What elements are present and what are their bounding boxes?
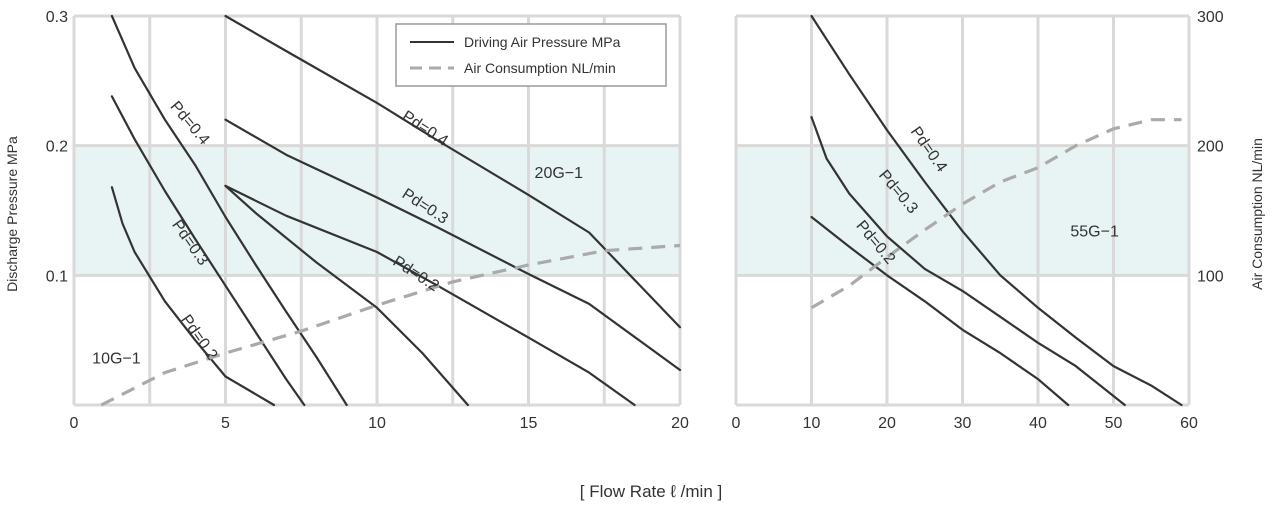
legend-item-driving-air: Driving Air Pressure MPa [464, 34, 621, 50]
x-tick-label: 10 [803, 415, 821, 432]
annotation-10g-1: 10G−1 [92, 351, 141, 368]
x-tick-label: 0 [732, 415, 741, 432]
series-line-pd-0-2 [110, 186, 276, 407]
y-tick-label: 0.2 [46, 139, 68, 156]
left-tick-labels: 0 5 10 15 20 0.1 0.2 0.3 [46, 9, 689, 432]
annotation-pd-0-4: Pd=0.4 [399, 108, 451, 150]
left-curves [100, 14, 682, 407]
y2-axis-title: Air Consumption NL/min [1249, 138, 1265, 290]
legend: Driving Air Pressure MPa Air Consumption… [395, 23, 667, 87]
x-tick-label: 50 [1105, 415, 1123, 432]
y2-tick-label: 100 [1197, 268, 1224, 285]
y-tick-label: 0.3 [46, 9, 68, 26]
x-tick-label: 5 [221, 415, 230, 432]
x-tick-label: 15 [520, 415, 538, 432]
annotation-20g-1: 20G−1 [535, 165, 584, 182]
series-line-pd-0-4 [810, 14, 1183, 407]
y-tick-label: 0.1 [46, 268, 68, 285]
annotation-55g-1: 55G−1 [1070, 223, 1119, 240]
x-tick-label: 40 [1029, 415, 1047, 432]
x-axis-title: [ Flow Rate ℓ /min ] [580, 482, 722, 501]
x-tick-label: 20 [878, 415, 896, 432]
x-tick-label: 20 [671, 415, 689, 432]
x-tick-label: 0 [70, 415, 79, 432]
series-line-pd-0-2 [224, 184, 469, 407]
y2-tick-label: 200 [1197, 139, 1224, 156]
y2-tick-label: 300 [1197, 9, 1224, 26]
x-tick-label: 30 [954, 415, 972, 432]
series-line-pd-0-3 [810, 116, 1126, 407]
legend-box [395, 23, 667, 87]
x-tick-label: 60 [1180, 415, 1198, 432]
annotation-pd-0-2: Pd=0.2 [177, 312, 220, 364]
annotation-pd-0-4: Pd=0.4 [167, 98, 213, 148]
series-line-pd-0-3 [224, 118, 682, 372]
series-line-pd-0-4 [110, 14, 348, 407]
right-curves [810, 14, 1183, 407]
series-line-air-consumption [100, 243, 681, 407]
right-tick-labels: 0 10 20 30 40 50 60 100 200 300 [732, 9, 1224, 432]
series-line-pd-0-2 [810, 215, 1070, 407]
right-grid [734, 14, 1191, 407]
legend-item-air-consumption: Air Consumption NL/min [464, 60, 616, 76]
series-line-pd-0-3 [110, 95, 306, 407]
x-tick-label: 10 [368, 415, 386, 432]
y-axis-title: Discharge Pressure MPa [4, 136, 20, 292]
series-line-pd-0-4 [224, 14, 682, 329]
series-line-air-consumption [810, 118, 1182, 310]
